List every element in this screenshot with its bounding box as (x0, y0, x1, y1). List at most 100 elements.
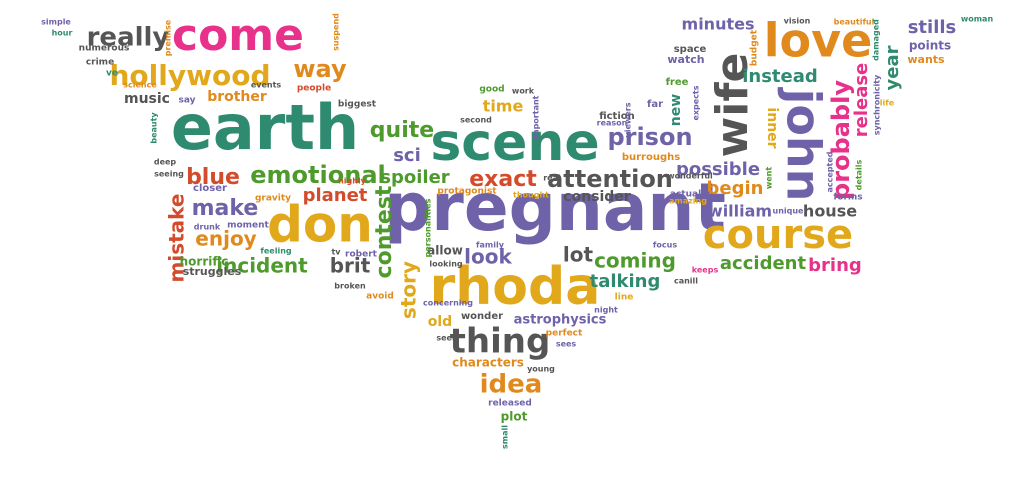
cloud-word: say (178, 96, 195, 106)
cloud-word: went (765, 167, 774, 190)
cloud-word: house (803, 202, 857, 221)
cloud-word: good (479, 85, 504, 95)
cloud-word: line (615, 293, 634, 303)
cloud-word: love (764, 14, 873, 68)
cloud-word: wants (907, 53, 945, 66)
cloud-word: begin (707, 178, 764, 199)
cloud-word: canill (674, 277, 698, 286)
cloud-word: suspend (332, 13, 341, 51)
cloud-word: woman (961, 15, 994, 24)
cloud-word: story (397, 261, 421, 319)
cloud-word: consider (563, 189, 631, 205)
cloud-word: release (851, 63, 872, 138)
cloud-word: course (703, 212, 853, 258)
cloud-word: earth (171, 91, 359, 164)
cloud-word: exact (469, 167, 537, 192)
cloud-word: beauty (150, 112, 159, 144)
cloud-word: perfect (546, 329, 583, 339)
cloud-word: hollywood (110, 59, 271, 92)
cloud-word: tv (331, 248, 341, 257)
cloud-word: lot (563, 243, 594, 267)
cloud-word: seeing (154, 170, 184, 179)
cloud-word: contest (372, 185, 397, 278)
cloud-word: hour (52, 29, 73, 38)
cloud-word: instead (742, 66, 818, 87)
cloud-word: viewers (624, 102, 633, 137)
cloud-word: enjoy (195, 227, 256, 251)
cloud-word: rhoda (430, 257, 601, 317)
cloud-word: events (251, 81, 282, 90)
cloud-word: blue (186, 165, 240, 190)
cloud-word: second (460, 116, 492, 125)
cloud-word: astrophysics (514, 313, 607, 328)
cloud-word: personalities (424, 198, 433, 257)
cloud-word: drunk (194, 223, 221, 232)
cloud-word: budget (750, 29, 760, 66)
cloud-word: science (123, 81, 157, 90)
cloud-word: free (666, 77, 689, 88)
cloud-word: john (777, 87, 831, 202)
cloud-word: plot (501, 410, 528, 424)
cloud-word: crime (86, 58, 114, 68)
cloud-word: possible (676, 159, 760, 180)
cloud-word: protagonist (437, 187, 497, 197)
cloud-word: incident (216, 254, 308, 278)
cloud-word: simple (41, 18, 71, 27)
cloud-word: allow (427, 244, 463, 258)
cloud-word: work (512, 87, 535, 96)
cloud-word: seen (436, 334, 458, 343)
cloud-word: life (880, 99, 895, 108)
cloud-word: damaged (872, 19, 881, 61)
cloud-word: fiction (599, 111, 635, 122)
cloud-word: family (476, 241, 505, 250)
cloud-word: prison (607, 123, 692, 151)
cloud-word: watch (667, 53, 704, 66)
cloud-word: forms (833, 193, 862, 203)
cloud-word: really (87, 23, 170, 53)
cloud-word: william (708, 202, 772, 221)
cloud-word: look (464, 245, 512, 269)
cloud-word: biggest (338, 100, 377, 110)
cloud-word: brother (207, 89, 267, 105)
cloud-word: avoid (366, 292, 394, 302)
cloud-word: mistake (165, 194, 189, 283)
cloud-word: coming (594, 249, 676, 273)
cloud-word: released (488, 399, 532, 409)
cloud-word: wonderful (667, 172, 713, 181)
cloud-word: feeling (260, 247, 292, 256)
cloud-word: premise (164, 19, 173, 56)
cloud-word: robert (345, 250, 378, 260)
cloud-word: characters (452, 356, 524, 370)
cloud-word: pregnant (384, 169, 726, 246)
cloud-word: sci (393, 145, 421, 166)
cloud-word: reason (597, 119, 628, 128)
cloud-word: amazing (669, 197, 707, 206)
cloud-word: struggles (183, 265, 242, 278)
cloud-word: wonder (461, 311, 503, 322)
cloud-word: talking (590, 271, 661, 292)
cloud-word: beautiful (834, 18, 875, 27)
cloud-word: sees (556, 340, 577, 349)
cloud-word: highly (338, 177, 367, 186)
cloud-word: old (428, 314, 452, 330)
cloud-word: wife (707, 53, 758, 158)
cloud-word: important (532, 95, 541, 140)
cloud-word: points (909, 39, 951, 53)
cloud-word: synchronicity (873, 74, 882, 135)
cloud-word: space (674, 44, 707, 55)
cloud-word: young (527, 365, 555, 374)
cloud-word: emotional (250, 161, 385, 189)
cloud-word: far (647, 99, 663, 110)
cloud-word: don (267, 196, 373, 254)
cloud-word: moment (227, 221, 269, 231)
cloud-word: new (668, 94, 684, 126)
cloud-word: inner (764, 107, 780, 148)
cloud-word: concerning (423, 299, 473, 308)
cloud-word: focus (653, 241, 677, 250)
cloud-word: probably (827, 80, 855, 200)
cloud-word: year (882, 45, 903, 90)
cloud-word: real (543, 174, 561, 183)
cloud-word: accident (720, 253, 807, 274)
cloud-word: burroughs (622, 152, 680, 163)
cloud-word: closer (193, 183, 227, 194)
